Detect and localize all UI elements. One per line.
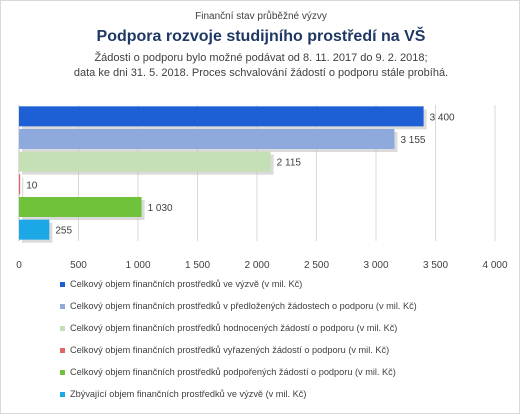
chart-title: Podpora rozvoje studijního prostředí na … (96, 28, 426, 45)
legend-label: Celkový objem finančních prostředků ve v… (70, 279, 303, 289)
legend-label: Celkový objem finančních prostředků podp… (70, 367, 396, 377)
data-label: 1 030 (148, 203, 173, 214)
legend-item: Zbývající objem finančních prostředků ve… (60, 387, 306, 401)
bar (19, 174, 21, 195)
legend-swatch (60, 369, 65, 375)
legend-item: Celkový objem finančních prostředků vyřa… (60, 343, 389, 357)
data-label: 2 115 (277, 158, 302, 169)
legend-item: Celkový objem finančních prostředků ve v… (60, 277, 302, 291)
legend-swatch (60, 303, 65, 309)
legend-label: Celkový objem finančních prostředků vyřa… (70, 345, 390, 355)
legend-swatch (60, 281, 65, 287)
data-label: 10 (26, 180, 38, 191)
x-tick-label: 500 (70, 260, 87, 271)
legend-swatch (60, 325, 65, 331)
bar (19, 219, 50, 240)
data-label: 3 400 (430, 112, 455, 123)
data-label: 3 155 (400, 135, 425, 146)
bar (19, 197, 142, 217)
bar (19, 151, 271, 172)
bar (19, 129, 395, 149)
x-tick-label: 1 000 (125, 260, 150, 271)
chart-subtitle-line-2: data ke dni 31. 5. 2018. Proces schvalov… (73, 67, 449, 79)
x-tick-label: 4 000 (482, 260, 507, 271)
legend-label: Celkový objem finančních prostředků hodn… (70, 323, 398, 333)
chart-subtitle-line-1: Žádosti o podporu bylo možné podávat od … (94, 52, 428, 64)
legend-label: Celkový objem finančních prostředků v př… (70, 301, 417, 311)
legend-swatch (60, 347, 65, 353)
legend-item: Celkový objem finančních prostředků hodn… (60, 321, 397, 335)
x-tick-label: 1 500 (185, 260, 210, 271)
bar-shadow (22, 177, 24, 198)
x-tick-label: 2 500 (304, 260, 329, 271)
legend-item: Celkový objem finančních prostředků podp… (60, 365, 396, 379)
legend-swatch (60, 391, 65, 397)
legend-label: Zbývající objem finančních prostředků ve… (70, 389, 307, 399)
bar (19, 106, 424, 127)
legend-item: Celkový objem finančních prostředků v př… (60, 299, 417, 313)
x-tick-label: 2 000 (244, 260, 269, 271)
x-tick-label: 0 (16, 260, 22, 271)
chart-supertitle: Finanční stav průběžné výzvy (195, 11, 327, 22)
data-label: 255 (55, 226, 72, 237)
x-tick-label: 3 000 (363, 260, 388, 271)
x-tick-label: 3 500 (423, 260, 448, 271)
